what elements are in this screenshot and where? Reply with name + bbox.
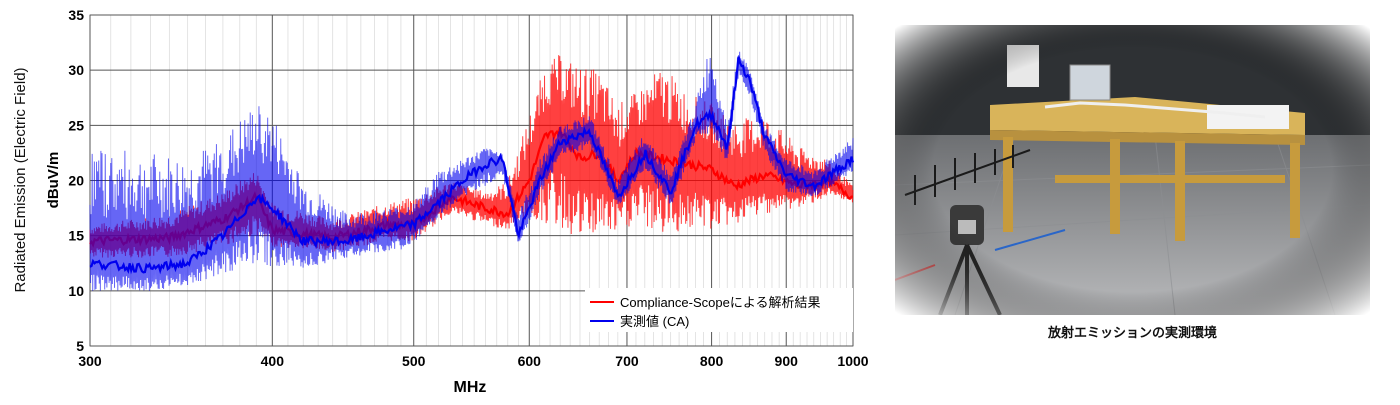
series-measured [89, 51, 855, 291]
chart-svg: 300 400 500 600 700 800 900 1000 5 10 15 20 25 30 35 C… [12, 7, 869, 396]
x-tick-label: 400 [261, 353, 285, 369]
y-tick-label: 35 [68, 7, 84, 23]
x-tick-label: 900 [775, 353, 799, 369]
y-tick-label: 5 [76, 338, 84, 354]
y-tick-label: 10 [68, 283, 84, 299]
test-environment-photo [894, 25, 1371, 316]
legend-label: Compliance-Scopeによる解析結果 [620, 295, 820, 310]
photo-caption: 放射エミッションの実測環境 [1047, 326, 1217, 341]
legend-label: 実測値 (CA) [620, 314, 689, 329]
series-trace [89, 56, 855, 275]
photo-illustration [894, 25, 1371, 316]
legend-box [585, 288, 853, 332]
x-axis-label: MHz [454, 379, 487, 396]
x-tick-label: 500 [402, 353, 426, 369]
y-axis-unit-label: dBuV/m [45, 152, 62, 209]
y-axis-title: Radiated Emission (Electric Field) [12, 67, 29, 292]
y-tick-label: 15 [68, 228, 84, 244]
emission-chart: 300 400 500 600 700 800 900 1000 5 10 15 20 25 30 35 C… [12, 7, 869, 396]
y-tick-label: 25 [68, 117, 84, 133]
x-tick-label: 700 [615, 353, 639, 369]
y-tick-label: 30 [68, 62, 84, 78]
x-tick-label: 1000 [837, 353, 868, 369]
x-tick-label: 600 [518, 353, 542, 369]
x-tick-label: 800 [700, 353, 724, 369]
x-tick-label: 300 [78, 353, 102, 369]
y-tick-label: 20 [68, 173, 84, 189]
vignette [895, 25, 1370, 315]
